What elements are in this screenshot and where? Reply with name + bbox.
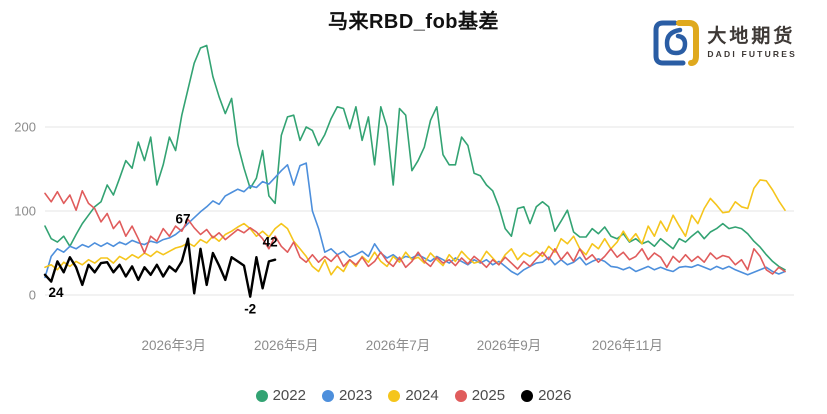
x-tick-label: 2026年11月 (592, 338, 663, 353)
x-tick-label: 2026年3月 (141, 338, 206, 353)
series-line-2025 (44, 190, 786, 275)
legend-label-2026: 2026 (538, 387, 572, 404)
data-label-67: 67 (176, 212, 191, 227)
series-line-2024 (44, 179, 786, 276)
legend-dot-2024 (388, 389, 401, 402)
legend-dot-2023 (321, 389, 334, 402)
chart-legend: 2022 2023 2024 2025 2026 (0, 387, 827, 404)
legend-dot-2025 (454, 389, 467, 402)
x-tick-label: 2026年9月 (477, 338, 542, 353)
logo-en-text: DADI FUTURES (707, 49, 797, 60)
logo-cn-text: 大地期货 (707, 26, 796, 48)
legend-item-2022[interactable]: 2022 (255, 387, 306, 404)
dadi-futures-logo: 大地期货 DADI FUTURES (653, 20, 797, 66)
series-line-2022 (44, 44, 786, 271)
legend-dot-2022 (255, 389, 268, 402)
y-tick-label: 0 (29, 288, 36, 303)
data-label-24: 24 (48, 285, 64, 300)
data-label--2: -2 (244, 302, 256, 317)
dadi-futures-logo-icon (653, 20, 700, 66)
legend-item-2023[interactable]: 2023 (321, 387, 373, 404)
legend-item-2024[interactable]: 2024 (388, 387, 439, 404)
legend-label-2024: 2024 (405, 387, 439, 404)
legend-item-2026[interactable]: 2026 (521, 387, 571, 404)
legend-label-2025: 2025 (471, 387, 506, 404)
legend-label-2022: 2022 (272, 387, 306, 404)
series-line-2026 (43, 237, 277, 298)
chart-title: 马来RBD_fob基差 (327, 11, 500, 33)
x-tick-label: 2026年5月 (254, 338, 319, 353)
legend-item-2025[interactable]: 2025 (454, 387, 506, 404)
y-tick-label: 200 (14, 120, 36, 135)
data-label-42: 42 (263, 235, 278, 250)
legend-label-2023: 2023 (338, 387, 373, 404)
legend-dot-2026 (521, 389, 534, 402)
x-tick-label: 2026年7月 (366, 338, 431, 353)
y-tick-label: 100 (14, 204, 36, 219)
